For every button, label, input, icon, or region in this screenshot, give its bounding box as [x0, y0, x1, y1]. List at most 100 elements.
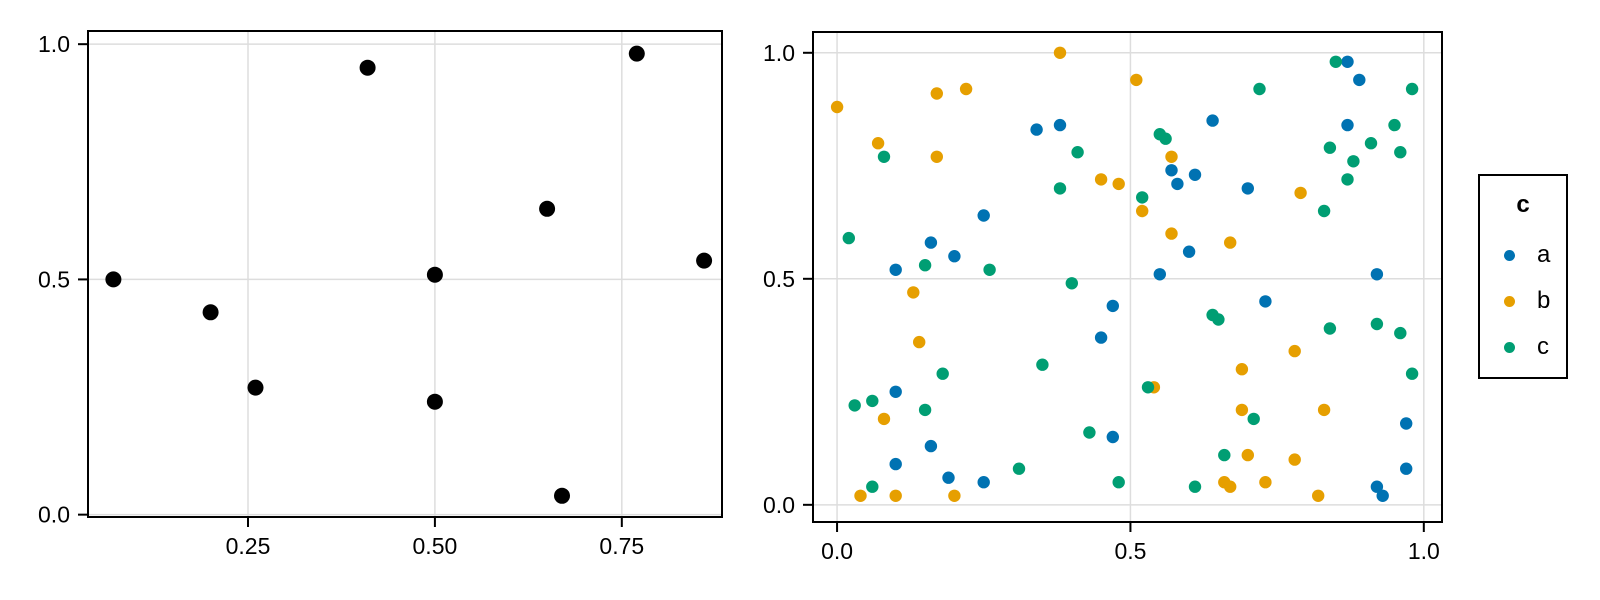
scatter-point-a	[1094, 331, 1108, 344]
x-tick-label: 0.75	[599, 533, 644, 559]
scatter-point-b	[889, 489, 902, 502]
scatter-point-a	[1400, 462, 1413, 475]
x-tick-label: 0.25	[226, 533, 271, 559]
x-tick-label: 0.50	[413, 533, 458, 559]
scatter-point-c	[1347, 155, 1360, 168]
scatter-point-c	[1112, 476, 1125, 489]
scatter-point-c	[842, 231, 855, 245]
scatter-point-b	[1317, 403, 1331, 417]
scatter-point-c	[1253, 82, 1266, 96]
scatter-point-c	[866, 480, 879, 493]
scatter-point-b	[1136, 204, 1149, 218]
scatter-point-points	[359, 59, 376, 76]
y-tick-label: 0.0	[38, 502, 70, 528]
scatter-point-b	[1235, 403, 1249, 417]
scatter-point-points	[105, 271, 122, 288]
plot-frame	[812, 31, 1443, 523]
scatter-point-a	[889, 385, 902, 398]
scatter-point-c	[1141, 381, 1155, 394]
legend-label-c: c	[1537, 333, 1549, 360]
legend-label-b: b	[1537, 287, 1551, 314]
scatter-point-points	[247, 379, 264, 396]
scatter-point-a	[889, 263, 902, 276]
scatter-point-b	[1053, 46, 1067, 59]
scatter-point-a	[977, 476, 990, 489]
scatter-point-b	[1130, 73, 1143, 87]
scatter-point-b	[1165, 227, 1178, 240]
legend-swatch-b-icon	[1504, 295, 1515, 307]
scatter-point-b	[1294, 186, 1307, 200]
scatter-point-c	[936, 367, 949, 380]
legend: c a b c	[1478, 174, 1568, 379]
scatter-point-a	[1153, 268, 1167, 281]
scatter-point-b	[913, 335, 926, 349]
y-tick-label: 0.5	[763, 266, 795, 292]
scatter-point-points	[628, 45, 645, 62]
scatter-point-c	[1218, 448, 1231, 462]
scatter-point-b	[1224, 236, 1237, 249]
scatter-point-a	[1106, 430, 1120, 444]
scatter-point-c	[1317, 204, 1331, 218]
scatter-point-a	[889, 457, 902, 471]
scatter-point-c	[918, 259, 932, 272]
scatter-point-c	[866, 394, 879, 408]
scatter-point-c	[1053, 182, 1067, 195]
scatter-point-a	[948, 250, 961, 263]
scatter-point-a	[1376, 489, 1389, 502]
scatter-point-c	[848, 399, 861, 412]
legend-label-a: a	[1537, 241, 1551, 268]
scatter-point-c	[1394, 146, 1407, 159]
scatter-point-b	[930, 150, 943, 163]
scatter-point-c	[1065, 277, 1079, 290]
plot-frame	[87, 30, 723, 518]
scatter-point-b	[907, 286, 920, 299]
scatter-point-c	[1012, 462, 1026, 475]
right-scatter-plot: 0.0 0.5 1.0 0.0 0.5 1.0	[763, 31, 1443, 564]
scatter-point-b	[871, 137, 885, 150]
scatter-point-c	[918, 403, 932, 417]
y-tick-label: 0.5	[38, 266, 70, 292]
scatter-point-c	[1071, 146, 1084, 159]
scatter-point-a	[924, 439, 938, 453]
scatter-point-c	[1405, 82, 1419, 96]
scatter-point-a	[1053, 118, 1067, 132]
legend-title: c	[1516, 191, 1530, 218]
legend-item-c: c	[1480, 324, 1566, 370]
scatter-point-b	[948, 489, 961, 502]
scatter-point-b	[959, 82, 973, 96]
scatter-point-a	[1206, 114, 1219, 127]
scatter-point-b	[1312, 489, 1325, 502]
scatter-point-c	[1212, 313, 1225, 326]
scatter-point-c	[1388, 118, 1401, 132]
scatter-point-c	[1364, 137, 1378, 150]
legend-item-b: b	[1480, 278, 1566, 324]
scatter-point-points	[426, 393, 443, 410]
x-tick-label: 1.0	[1408, 538, 1440, 564]
scatter-point-c	[1159, 132, 1172, 145]
scatter-point-a	[1188, 168, 1202, 181]
legend-swatch-a-icon	[1504, 249, 1515, 261]
scatter-point-a	[1241, 182, 1255, 195]
scatter-point-c	[1329, 55, 1343, 68]
scatter-point-c	[877, 150, 891, 163]
legend-swatch-c-icon	[1504, 341, 1515, 353]
scatter-point-b	[1165, 150, 1178, 163]
scatter-point-a	[1400, 417, 1413, 430]
scatter-point-b	[1259, 476, 1272, 489]
scatter-point-points	[202, 304, 219, 321]
legend-item-a: a	[1480, 232, 1566, 278]
scatter-point-a	[1370, 268, 1384, 281]
scatter-point-points	[554, 487, 570, 504]
scatter-point-c	[1323, 322, 1337, 335]
scatter-point-c	[1405, 367, 1419, 380]
y-tick-label: 0.0	[763, 492, 795, 518]
scatter-point-points	[426, 266, 443, 283]
scatter-point-b	[1235, 363, 1249, 376]
scatter-point-b	[1224, 480, 1237, 493]
scatter-point-a	[1353, 73, 1366, 87]
scatter-point-c	[1323, 141, 1337, 154]
left-scatter-plot: 0.25 0.50 0.75 0.0 0.5 1.0	[38, 30, 723, 559]
scatter-point-c	[1083, 426, 1096, 439]
